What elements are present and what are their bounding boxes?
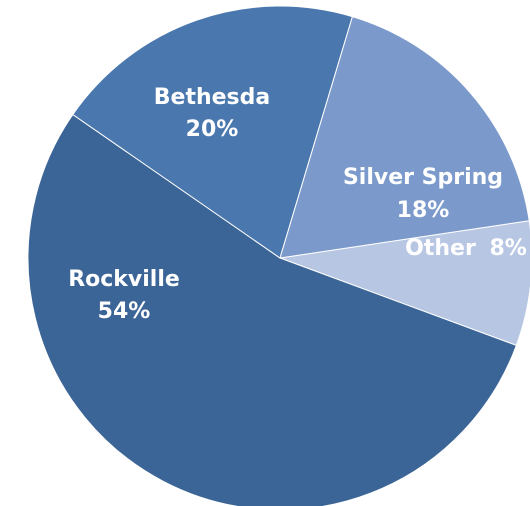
slice-label-silver-spring: Silver Spring	[343, 165, 503, 190]
pie-slice-silver-spring	[279, 16, 530, 259]
slice-pct-rockville: 54%	[98, 299, 151, 324]
slice-label-rockville: Rockville	[68, 267, 180, 292]
slice-label-other-name: Other	[405, 236, 476, 261]
pie-labels: Rockville 54% Bethesda 20% Silver Spring…	[68, 85, 527, 324]
pie-slice-rockville	[27, 113, 517, 506]
slice-pct-silver-spring: 18%	[397, 198, 450, 223]
slice-label-other: Other 8%	[405, 236, 527, 261]
pie-slice-bethesda	[72, 5, 354, 259]
pie-slices	[27, 5, 530, 506]
slice-pct-bethesda: 20%	[186, 117, 239, 142]
slice-pct-other: 8%	[489, 236, 526, 261]
slice-label-bethesda: Bethesda	[154, 85, 270, 110]
